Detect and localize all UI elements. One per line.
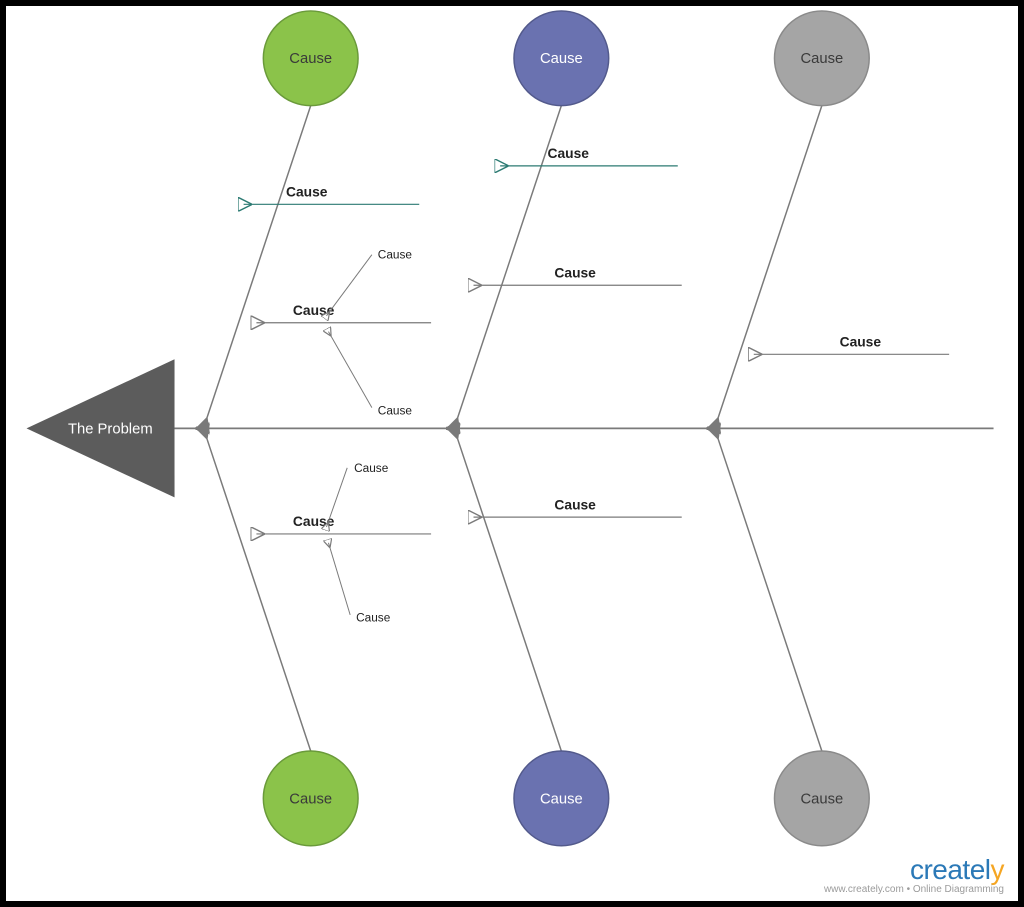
subsub-label-ss1: Cause (378, 248, 413, 262)
sub-cause-label-t2a: Cause (548, 145, 590, 161)
subsub-arrow-ss3 (326, 468, 347, 527)
sub-cause-label-t1a: Cause (286, 183, 328, 199)
subsub-label-ss2: Cause (378, 404, 413, 418)
subsub-arrow-ss4 (328, 543, 350, 615)
subsub-arrow-ss1 (326, 255, 371, 316)
brand-text-prefix: createl (910, 854, 991, 885)
category-label-bot-purple: Cause (540, 791, 583, 807)
category-label-bot-green: Cause (289, 791, 332, 807)
category-bone-top-green (204, 106, 311, 427)
brand-text-suffix: y (991, 854, 1005, 885)
head-label: The Problem (68, 421, 153, 437)
sub-cause-label-b2a: Cause (554, 496, 596, 512)
category-label-top-gray: Cause (800, 51, 843, 67)
category-bone-bot-gray (715, 430, 822, 751)
category-bone-bot-green (204, 430, 311, 751)
category-bone-top-purple (455, 106, 562, 427)
sub-cause-label-t3a: Cause (840, 333, 882, 349)
subsub-arrow-ss2 (328, 332, 371, 408)
brand-logo: creately (824, 854, 1004, 886)
diagram-frame: The Problem Cause Cause Cause Cause Cause Caus… (0, 0, 1024, 907)
category-label-bot-gray: Cause (800, 791, 843, 807)
fishbone-diagram: The Problem Cause Cause Cause Cause Cause Caus… (6, 6, 1018, 901)
sub-cause-label-t1b: Cause (293, 302, 335, 318)
brand-tagline: www.creately.com • Online Diagramming (824, 884, 1004, 895)
sub-cause-label-t2b: Cause (554, 264, 596, 280)
footer-attribution: creately www.creately.com • Online Diagr… (824, 854, 1004, 895)
category-bone-top-gray (715, 106, 822, 427)
category-bone-bot-purple (455, 430, 562, 751)
subsub-label-ss4: Cause (356, 611, 391, 625)
subsub-label-ss3: Cause (354, 461, 389, 475)
category-label-top-green: Cause (289, 51, 332, 67)
category-label-top-purple: Cause (540, 51, 583, 67)
